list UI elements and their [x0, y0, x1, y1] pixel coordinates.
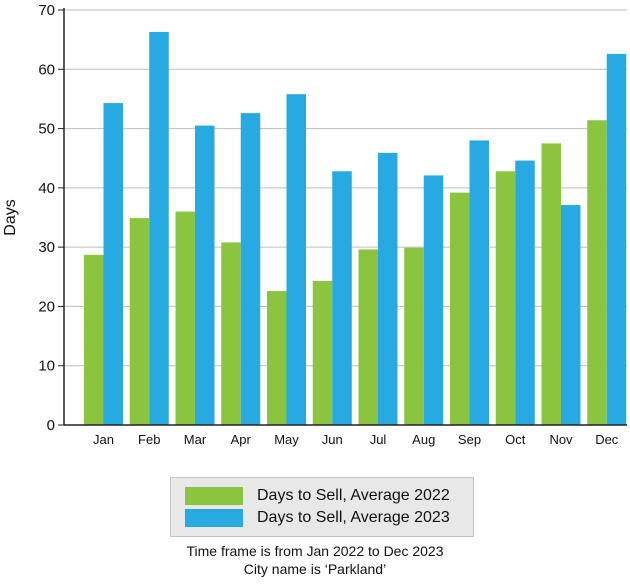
y-tick-label-40: 40	[38, 180, 55, 197]
y-tick-label-30: 30	[38, 239, 55, 256]
footnote-time-frame: Time frame is from Jan 2022 to Dec 2023	[186, 543, 444, 559]
chart-footnotes: Time frame is from Jan 2022 to Dec 2023 …	[0, 542, 630, 578]
legend-label-2022: Days to Sell, Average 2022	[257, 487, 450, 504]
bar-mar-series-1	[175, 211, 195, 425]
bar-nov-series-2	[561, 205, 581, 425]
x-tick-label-sep: Sep	[458, 432, 481, 447]
bar-aug-series-2	[423, 175, 444, 425]
chart-legend: Days to Sell, Average 2022 Days to Sell,…	[170, 477, 474, 537]
bar-sep-series-1	[450, 192, 470, 425]
x-tick-label-oct: Oct	[505, 432, 526, 447]
y-tick-label-20: 20	[38, 298, 55, 315]
y-axis-title: Days	[2, 199, 19, 235]
legend-item-2023: Days to Sell, Average 2023	[185, 508, 450, 528]
bar-jul-series-1	[358, 249, 378, 425]
bar-jun-series-2	[332, 171, 352, 425]
bar-jun-series-1	[312, 280, 333, 425]
bar-feb-series-1	[129, 218, 150, 425]
bar-oct-series-2	[515, 160, 535, 426]
x-tick-label-dec: Dec	[595, 432, 619, 447]
x-tick-label-apr: Apr	[231, 432, 252, 447]
y-tick-label-60: 60	[38, 61, 55, 78]
bar-may-series-2	[286, 94, 306, 425]
bar-jan-series-1	[84, 254, 104, 425]
y-tick-label-70: 70	[38, 2, 55, 19]
x-tick-label-feb: Feb	[138, 432, 160, 447]
legend-swatch-2023	[185, 509, 243, 527]
y-tick-label-0: 0	[47, 417, 55, 434]
x-tick-label-mar: Mar	[184, 432, 207, 447]
bar-sep-series-2	[469, 140, 489, 425]
y-tick-label-50: 50	[38, 121, 55, 138]
legend-item-2022: Days to Sell, Average 2022	[185, 486, 450, 506]
footnote-city-name: City name is ‘Parkland’	[243, 561, 387, 577]
bar-dec-series-1	[587, 120, 607, 426]
bar-jan-series-2	[103, 103, 123, 425]
bar-feb-series-2	[149, 31, 169, 425]
x-tick-label-jun: Jun	[322, 432, 343, 447]
bar-oct-series-1	[495, 171, 516, 425]
bar-dec-series-2	[606, 53, 627, 425]
y-tick-label-10: 10	[38, 358, 55, 375]
bar-jul-series-2	[378, 152, 398, 425]
x-tick-label-jul: Jul	[370, 432, 387, 447]
x-tick-label-aug: Aug	[412, 432, 435, 447]
bar-may-series-1	[267, 291, 287, 425]
bar-aug-series-1	[404, 247, 424, 425]
bar-apr-series-2	[240, 113, 261, 426]
x-tick-label-jan: Jan	[93, 432, 114, 447]
x-tick-label-may: May	[274, 432, 299, 447]
bar-chart: 0 10 20 30 40 50 60 70 Jan Feb Mar Apr May Jun Jul Aug S…	[2, 2, 627, 447]
bar-apr-series-1	[221, 242, 241, 425]
bar-mar-series-2	[195, 125, 215, 425]
legend-label-2023: Days to Sell, Average 2023	[257, 509, 450, 526]
bar-nov-series-1	[541, 143, 561, 425]
legend-swatch-2022	[185, 487, 243, 505]
x-tick-label-nov: Nov	[549, 432, 573, 447]
